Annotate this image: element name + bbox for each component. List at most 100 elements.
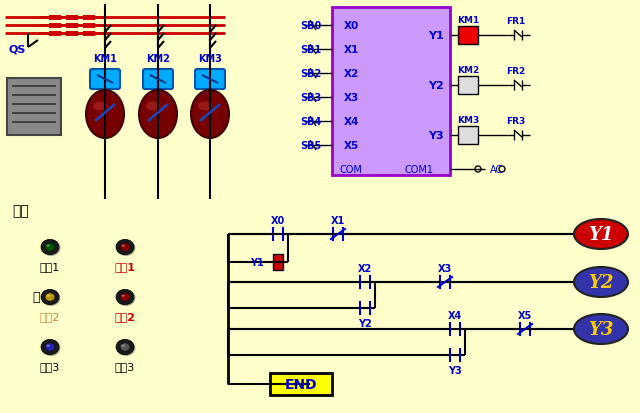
Text: SB1: SB1 <box>300 45 321 55</box>
Bar <box>49 15 61 21</box>
Text: X3: X3 <box>438 263 452 273</box>
Ellipse shape <box>116 339 134 355</box>
Bar <box>458 27 478 45</box>
Ellipse shape <box>42 340 60 356</box>
Ellipse shape <box>41 339 59 355</box>
Text: 启动3: 启动3 <box>40 361 60 371</box>
Ellipse shape <box>116 240 134 255</box>
Bar <box>458 127 478 145</box>
Text: AC: AC <box>490 165 503 175</box>
Ellipse shape <box>120 243 130 252</box>
Ellipse shape <box>42 240 60 256</box>
Text: Y2: Y2 <box>588 273 614 291</box>
Ellipse shape <box>122 245 125 247</box>
Text: SB3: SB3 <box>300 93 321 103</box>
Text: X4: X4 <box>344 117 360 127</box>
Text: COM1: COM1 <box>405 165 434 175</box>
Bar <box>83 15 95 21</box>
Ellipse shape <box>45 343 55 351</box>
Ellipse shape <box>146 102 160 111</box>
Text: Y2: Y2 <box>358 318 372 328</box>
Ellipse shape <box>574 219 628 249</box>
Bar <box>83 24 95 28</box>
Text: Y3: Y3 <box>588 320 614 338</box>
Ellipse shape <box>47 295 50 297</box>
Ellipse shape <box>116 290 136 306</box>
Text: X1: X1 <box>344 45 359 55</box>
Text: KM3: KM3 <box>457 116 479 125</box>
Ellipse shape <box>93 102 107 111</box>
Text: 停止2: 停止2 <box>115 311 136 321</box>
Bar <box>66 31 78 36</box>
Text: 启动2: 启动2 <box>40 311 60 321</box>
Bar <box>332 8 450 176</box>
Text: FR3: FR3 <box>506 117 525 126</box>
Text: FR2: FR2 <box>506 67 525 76</box>
Text: END: END <box>285 377 317 391</box>
Text: Y1: Y1 <box>428 31 444 41</box>
Ellipse shape <box>47 245 50 247</box>
Ellipse shape <box>120 293 130 301</box>
Ellipse shape <box>41 290 59 305</box>
FancyBboxPatch shape <box>143 70 173 90</box>
Text: KM3: KM3 <box>198 54 222 64</box>
Ellipse shape <box>41 240 59 255</box>
Text: X1: X1 <box>331 216 345 225</box>
Bar <box>66 15 78 21</box>
Text: 🔥: 🔥 <box>32 291 40 304</box>
Text: 停止3: 停止3 <box>115 361 135 371</box>
Ellipse shape <box>122 345 125 347</box>
Ellipse shape <box>47 345 50 347</box>
Bar <box>458 77 478 95</box>
Text: KM1: KM1 <box>93 54 117 64</box>
Ellipse shape <box>122 295 125 297</box>
FancyBboxPatch shape <box>7 79 61 136</box>
Text: 电源: 电源 <box>12 204 29 218</box>
Text: SB0: SB0 <box>300 21 321 31</box>
Text: X5: X5 <box>518 310 532 320</box>
Text: X5: X5 <box>344 141 359 151</box>
Text: Y3: Y3 <box>428 131 444 141</box>
Text: KM2: KM2 <box>457 66 479 75</box>
Bar <box>49 31 61 36</box>
Bar <box>270 373 332 395</box>
Ellipse shape <box>86 91 124 139</box>
Text: X3: X3 <box>344 93 359 103</box>
FancyBboxPatch shape <box>195 70 225 90</box>
Ellipse shape <box>139 91 177 139</box>
Ellipse shape <box>45 243 55 252</box>
Bar <box>66 24 78 28</box>
Text: QS: QS <box>8 44 26 54</box>
Bar <box>49 24 61 28</box>
Text: X0: X0 <box>271 216 285 225</box>
Text: X2: X2 <box>358 263 372 273</box>
Text: SB5: SB5 <box>300 141 321 151</box>
Text: Y3: Y3 <box>448 365 462 375</box>
Text: Y2: Y2 <box>428 81 444 91</box>
Text: FR1: FR1 <box>506 17 525 26</box>
Text: Y1: Y1 <box>250 257 264 267</box>
Ellipse shape <box>120 343 130 351</box>
Ellipse shape <box>191 91 229 139</box>
Text: COM: COM <box>340 165 363 175</box>
Text: X4: X4 <box>448 310 462 320</box>
Ellipse shape <box>45 293 55 301</box>
Text: 停止1: 停止1 <box>115 261 136 271</box>
Text: KM1: KM1 <box>457 16 479 25</box>
Text: KM2: KM2 <box>146 54 170 64</box>
Ellipse shape <box>574 267 628 297</box>
Text: SB2: SB2 <box>300 69 321 79</box>
Ellipse shape <box>198 102 212 111</box>
Ellipse shape <box>574 314 628 344</box>
Ellipse shape <box>116 240 136 256</box>
Bar <box>83 31 95 36</box>
Text: X2: X2 <box>344 69 359 79</box>
Text: 启动1: 启动1 <box>40 261 60 271</box>
Ellipse shape <box>116 340 136 356</box>
FancyBboxPatch shape <box>90 70 120 90</box>
Ellipse shape <box>116 290 134 305</box>
Ellipse shape <box>42 290 60 306</box>
Text: Y1: Y1 <box>588 225 614 243</box>
Text: SB4: SB4 <box>300 117 321 127</box>
Bar <box>273 254 283 271</box>
